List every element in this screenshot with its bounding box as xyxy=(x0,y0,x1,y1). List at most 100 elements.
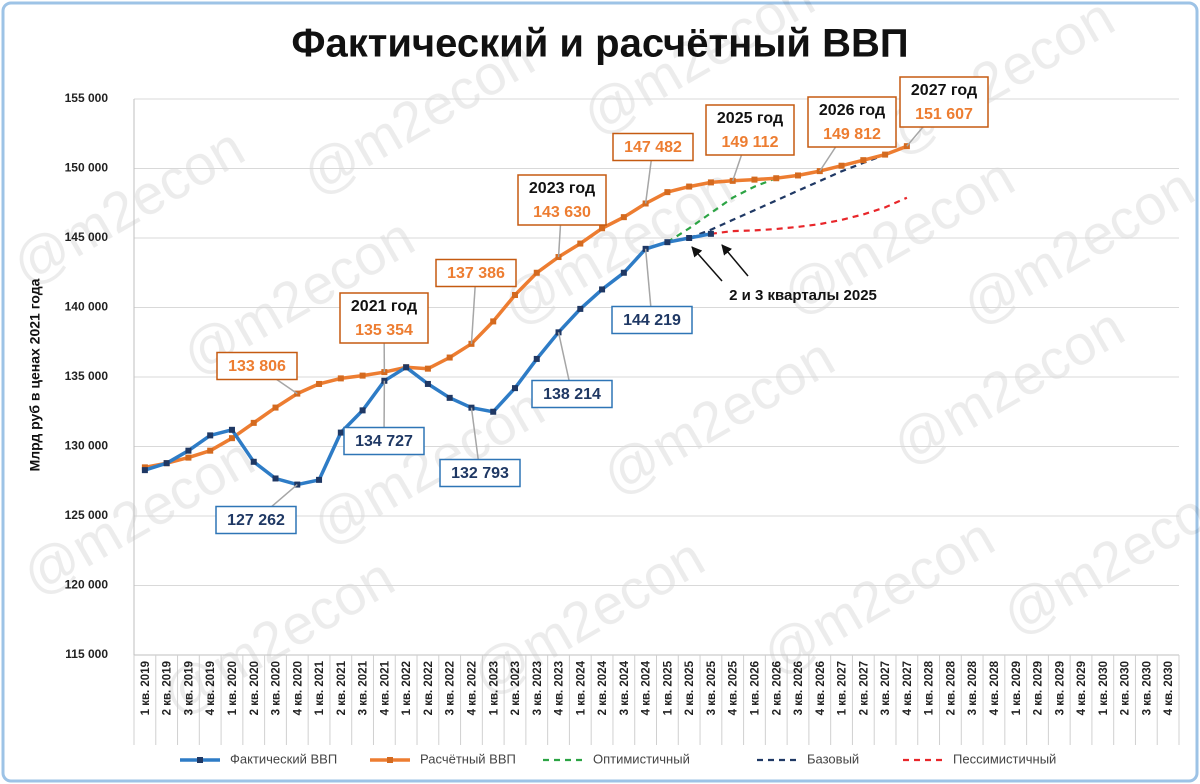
y-tick-label: 150 000 xyxy=(65,161,109,175)
marker xyxy=(577,305,584,312)
x-tick-label: 1 кв. 2023 xyxy=(488,661,500,715)
marker xyxy=(228,435,235,442)
arrow xyxy=(721,244,749,277)
plot xyxy=(141,143,910,488)
marker xyxy=(446,394,453,401)
x-tick-label: 1 кв. 2028 xyxy=(924,660,936,715)
x-tick-label: 1 кв. 2024 xyxy=(575,660,587,715)
label-header: 2025 год xyxy=(717,110,783,127)
label-box xyxy=(612,132,694,162)
marker xyxy=(185,454,192,461)
x-tick-label: 1 кв. 2025 xyxy=(662,660,674,715)
x-tick-label: 2 кв. 2019 xyxy=(162,661,174,715)
label-box xyxy=(216,351,298,381)
marker xyxy=(686,235,693,241)
y-tick-label: 125 000 xyxy=(65,508,109,522)
marker xyxy=(490,408,497,415)
marker xyxy=(599,286,606,293)
label-box xyxy=(435,258,517,288)
marker xyxy=(860,157,867,164)
data-label: 144 219 xyxy=(623,312,681,329)
x-tick-label: 3 кв. 2029 xyxy=(1054,661,1066,715)
x-tick-label: 2 кв. 2025 xyxy=(684,660,696,715)
series-line xyxy=(144,144,908,470)
marker xyxy=(707,230,714,237)
legend-label: Пессимистичный xyxy=(953,751,1056,766)
marker xyxy=(511,385,518,392)
marker xyxy=(533,355,540,362)
marker xyxy=(664,189,671,196)
marker xyxy=(207,447,214,454)
x-tick-label: 4 кв. 2019 xyxy=(205,661,217,715)
data-label: 143 630 xyxy=(533,204,591,221)
marker xyxy=(424,380,431,387)
x-tick-label: 4 кв. 2025 xyxy=(728,660,740,715)
marker xyxy=(250,458,257,465)
legend-marker xyxy=(387,757,393,763)
marker xyxy=(316,476,323,483)
marker xyxy=(577,240,584,247)
x-tick-label: 3 кв. 2026 xyxy=(793,661,805,715)
y-tick-label: 155 000 xyxy=(65,91,109,105)
label-box xyxy=(517,174,607,226)
x-tick-label: 2 кв. 2024 xyxy=(597,660,609,715)
x-tick-label: 2 кв. 2029 xyxy=(1033,661,1045,715)
legend: Фактический ВВП Расчётный ВВП Оптимистичны… xyxy=(180,751,1056,766)
marker xyxy=(599,225,606,232)
x-tick-label: 2 кв. 2023 xyxy=(510,661,522,715)
label-box xyxy=(439,458,521,488)
x-tick-label: 1 кв. 2027 xyxy=(837,661,849,715)
x-tick-label: 4 кв. 2029 xyxy=(1076,661,1088,715)
marker xyxy=(795,172,802,179)
label-box xyxy=(343,426,425,456)
label-box xyxy=(339,292,429,344)
legend-marker xyxy=(197,757,203,763)
marker xyxy=(620,269,627,276)
x-tick-label: 3 кв. 2020 xyxy=(271,661,283,715)
label-box xyxy=(807,96,897,148)
x-tick-label: 2 кв. 2028 xyxy=(945,660,957,715)
x-tick-label: 2 кв. 2026 xyxy=(771,661,783,715)
marker xyxy=(751,176,758,183)
marker xyxy=(686,183,693,190)
marker xyxy=(272,475,279,482)
x-tick-label: 2 кв. 2022 xyxy=(423,661,435,715)
x-tick-label: 4 кв. 2021 xyxy=(379,660,391,715)
label-box xyxy=(899,76,989,128)
label-header: 2021 год xyxy=(351,298,417,315)
y-tick-label: 120 000 xyxy=(65,578,109,592)
marker xyxy=(337,375,344,382)
data-label: 149 112 xyxy=(722,134,779,151)
x-tick-label: 2 кв. 2020 xyxy=(249,661,261,715)
marker xyxy=(207,432,214,439)
annotation: 2 и 3 кварталы 2025 xyxy=(729,287,877,304)
y-axis-label: Млрд руб в ценах 2021 года xyxy=(27,278,43,471)
data-label: 127 262 xyxy=(227,512,285,529)
x-tick-label: 3 кв. 2019 xyxy=(183,661,195,715)
y-tick-label: 115 000 xyxy=(65,647,108,661)
marker xyxy=(141,467,148,474)
x-tick-label: 3 кв. 2023 xyxy=(532,661,544,715)
marker xyxy=(838,162,845,169)
x-tick-label: 4 кв. 2020 xyxy=(292,661,304,715)
x-tick-label: 2 кв. 2030 xyxy=(1120,661,1132,715)
x-tick-label: 3 кв. 2025 xyxy=(706,660,718,715)
marker xyxy=(163,460,170,467)
marker xyxy=(773,175,780,182)
data-label: 134 727 xyxy=(355,433,413,450)
x-tick-label: 1 кв. 2030 xyxy=(1098,661,1110,715)
data-label: 147 482 xyxy=(624,139,682,156)
x-tick-label: 4 кв. 2023 xyxy=(554,661,566,715)
data-label: 151 607 xyxy=(915,106,973,123)
x-tick-label: 4 кв. 2028 xyxy=(989,660,1001,715)
label-header: 2026 год xyxy=(819,102,885,119)
x-tick-label: 2 кв. 2021 xyxy=(336,660,348,715)
x-tick-label: 4 кв. 2030 xyxy=(1163,661,1175,715)
x-tick-label: 3 кв. 2022 xyxy=(445,661,457,715)
x-tick-label: 3 кв. 2024 xyxy=(619,660,631,715)
marker xyxy=(228,426,235,433)
data-label: 135 354 xyxy=(355,322,413,339)
data-label: 133 806 xyxy=(228,358,286,375)
label-box xyxy=(705,104,795,156)
